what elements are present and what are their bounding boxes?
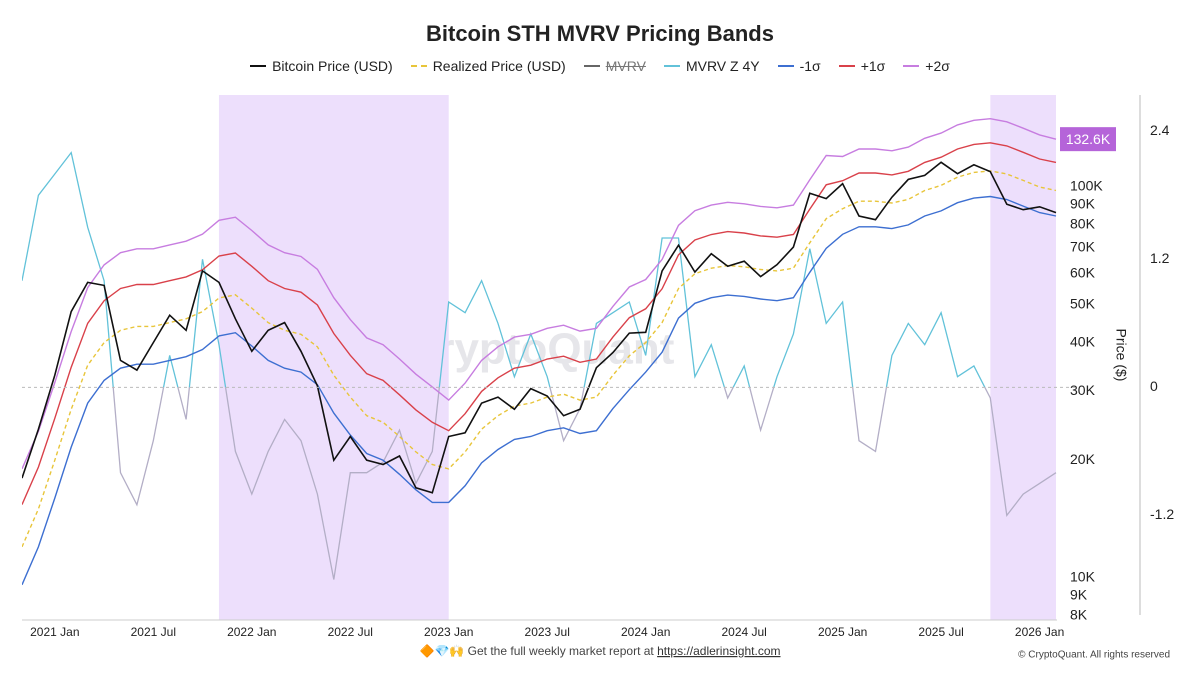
footer-text: Get the full weekly market report at [468,644,655,658]
y2-tick-label: 1.2 [1150,250,1170,266]
y-axis-title: Price ($) [1113,329,1129,382]
y-tick-label: 100K [1070,178,1103,194]
legend-item[interactable]: Realized Price (USD) [410,58,566,74]
series-line [22,142,1057,505]
z-score-line [22,151,986,388]
legend-label: Bitcoin Price (USD) [272,58,393,74]
legend-swatch [410,65,427,67]
plot-area [22,95,1057,620]
y-tick-label: 8K [1070,606,1088,622]
x-tick-label: 2025 Jan [818,625,867,639]
chart-title: Bitcoin STH MVRV Pricing Bands [426,21,774,46]
legend-item[interactable]: MVRV [583,58,646,74]
legend-item[interactable]: Bitcoin Price (USD) [250,58,393,74]
y-tick-label: 50K [1070,295,1096,311]
x-tick-label: 2024 Jul [721,625,766,639]
y-tick-label: 60K [1070,264,1096,280]
legend-swatch [583,65,600,67]
shaded-range [218,95,449,620]
x-tick-label: 2024 Jan [621,625,670,639]
legend-label: +2σ [925,58,950,74]
y2-tick-label: 2.4 [1150,122,1170,138]
x-tick-label: 2023 Jan [424,625,473,639]
x-tick-label: 2022 Jul [328,625,373,639]
series-line [22,170,1057,548]
series-line [22,195,1057,586]
z-score-line-negative [112,387,1057,580]
y-tick-label: 30K [1070,382,1096,398]
value-badge-label: 132.6K [1066,131,1111,147]
legend-item[interactable]: +2σ [903,58,950,74]
x-tick-label: 2022 Jan [227,625,276,639]
legend-swatch [663,65,680,67]
y-tick-label: 9K [1070,586,1088,602]
legend-swatch [838,65,855,67]
x-tick-label: 2025 Jul [918,625,963,639]
y-tick-label: 90K [1070,196,1096,212]
legend-label: +1σ [860,58,886,74]
legend: Bitcoin Price (USD) Realized Price (USD) M… [0,58,1200,74]
legend-item[interactable]: MVRV Z 4Y [663,58,760,74]
shaded-range [990,95,1056,620]
copyright: © CryptoQuant. All rights reserved [1018,650,1170,661]
legend-item[interactable]: -1σ [777,58,821,74]
x-tick-label: 2021 Jan [30,625,79,639]
legend-item[interactable]: +1σ [838,58,886,74]
footer: 🔶💎🙌 Get the full weekly market report at… [420,644,781,658]
legend-swatch [250,65,267,67]
y-tick-label: 80K [1070,216,1096,232]
y2-tick-label: 0 [1150,378,1158,394]
legend-label: Realized Price (USD) [432,58,566,74]
x-tick-label: 2021 Jul [131,625,176,639]
x-tick-label: 2026 Jan [1015,625,1064,639]
footer-link[interactable]: https://adlerinsight.com [657,644,780,658]
legend-label: MVRV Z 4Y [685,58,760,74]
legend-swatch [903,65,920,67]
x-tick-label: 2023 Jul [525,625,570,639]
series-line [22,117,1057,470]
legend-label: -1σ [799,58,821,74]
footer-emoji: 🔶💎🙌 [420,644,465,658]
y-tick-label: 10K [1070,569,1096,585]
y2-tick-label: -1.2 [1150,506,1174,522]
legend-label: MVRV [605,58,646,74]
y-tick-label: 70K [1070,238,1096,254]
y-tick-label: 40K [1070,333,1096,349]
value-badge [1060,127,1116,152]
y-tick-label: 20K [1070,451,1096,467]
legend-swatch [777,65,794,67]
series-line [22,161,1057,494]
